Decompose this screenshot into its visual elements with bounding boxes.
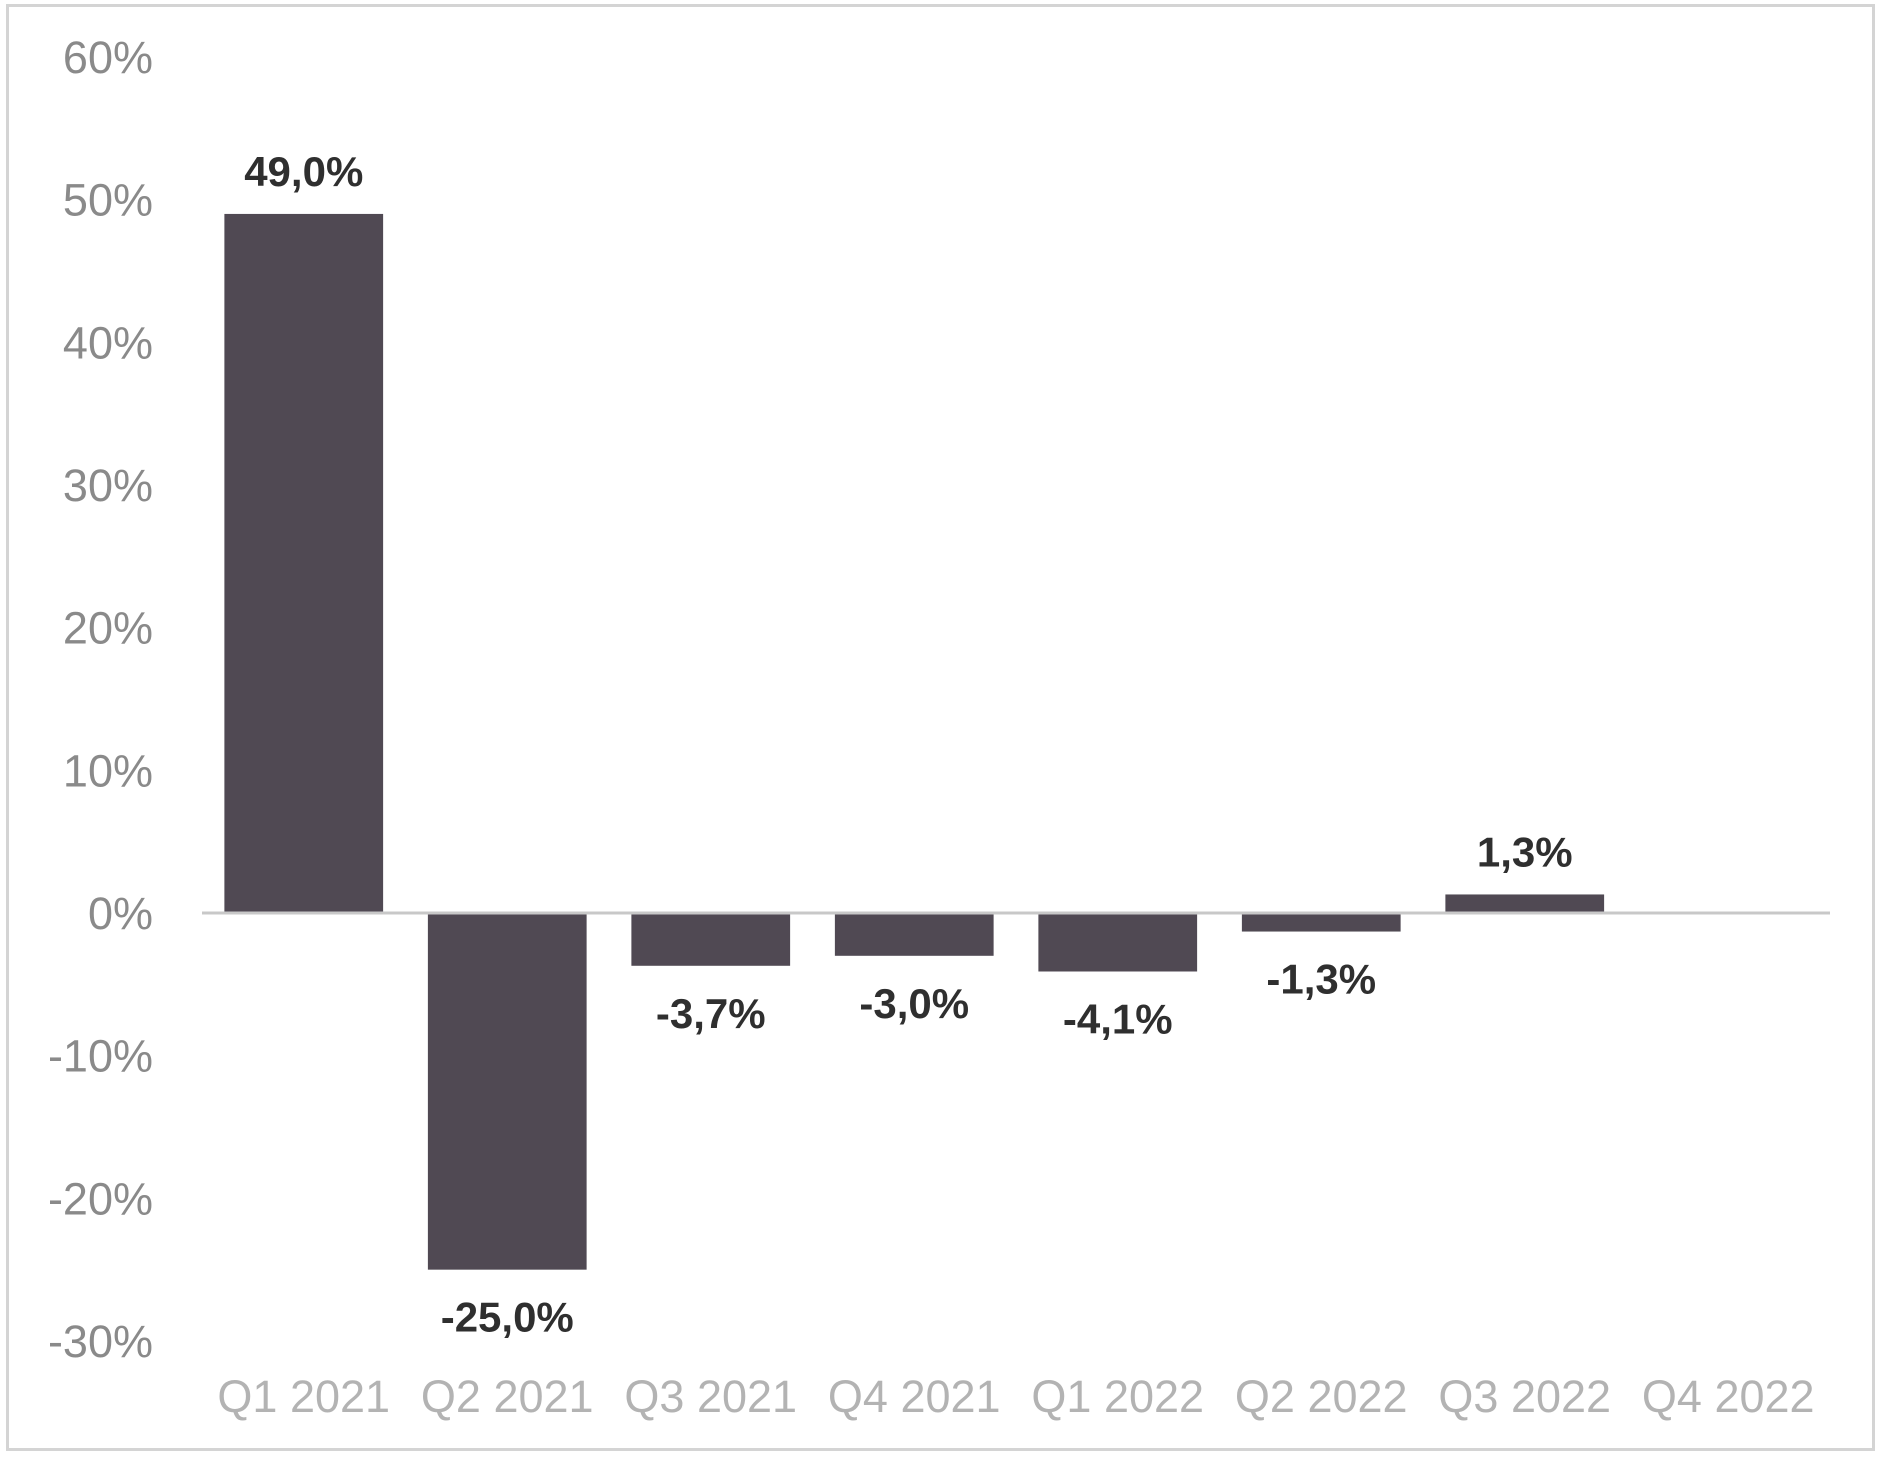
y-tick-label: 10%	[63, 745, 153, 796]
x-tick-label: Q2 2021	[421, 1371, 594, 1422]
x-tick-label: Q3 2022	[1438, 1371, 1611, 1422]
y-tick-label: 40%	[63, 317, 153, 368]
y-tick-label: -30%	[48, 1316, 153, 1367]
y-tick-label: 0%	[88, 888, 153, 939]
bar	[834, 913, 994, 956]
y-tick-label: -20%	[48, 1173, 153, 1224]
bar	[1241, 913, 1401, 932]
y-tick-label: 20%	[63, 603, 153, 654]
data-label: 1,3%	[1477, 828, 1573, 875]
data-labels: 49,0% -25,0% -3,7% -3,0% -4,1% -1,3% 1,3%	[244, 148, 1572, 1341]
data-label: -4,1%	[1063, 995, 1173, 1042]
bar	[427, 913, 587, 1270]
x-tick-label: Q2 2022	[1235, 1371, 1408, 1422]
data-label: -1,3%	[1266, 956, 1376, 1003]
data-label: -25,0%	[441, 1294, 574, 1341]
x-tick-label: Q1 2021	[217, 1371, 390, 1422]
x-axis-tick-labels: Q1 2021 Q2 2021 Q3 2021 Q4 2021 Q1 2022 Q2 20…	[217, 1371, 1814, 1422]
y-tick-label: 30%	[63, 460, 153, 511]
bar	[1038, 913, 1198, 972]
bar	[224, 213, 384, 913]
bar	[1445, 894, 1605, 913]
y-tick-label: 50%	[63, 175, 153, 226]
data-label: 49,0%	[244, 148, 363, 195]
x-tick-label: Q3 2021	[624, 1371, 797, 1422]
bar	[631, 913, 791, 966]
x-tick-label: Q4 2022	[1642, 1371, 1815, 1422]
x-tick-label: Q4 2021	[828, 1371, 1001, 1422]
y-axis-tick-labels: 60% 50% 40% 30% 20% 10% 0% -10% -20% -30%	[48, 32, 153, 1367]
data-label: -3,0%	[859, 980, 969, 1027]
y-tick-label: -10%	[48, 1031, 153, 1082]
y-tick-label: 60%	[63, 32, 153, 83]
data-label: -3,7%	[656, 990, 766, 1037]
bars	[224, 213, 1605, 1270]
x-tick-label: Q1 2022	[1031, 1371, 1204, 1422]
